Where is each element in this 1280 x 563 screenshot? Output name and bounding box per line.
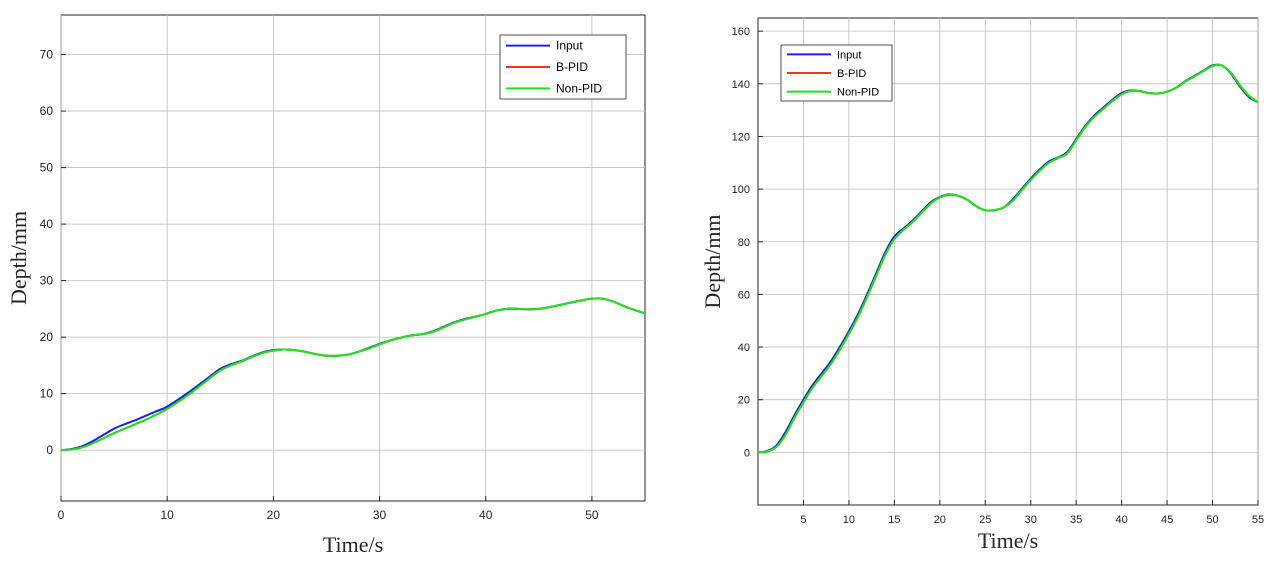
left-chart: 0 10 20 30 40 50 0 10 20 30 40 50 60 70 Time/s Depth/mm… bbox=[6, 14, 646, 557]
y-axis-title: Depth/mm bbox=[6, 211, 31, 305]
y-tick-label: 160 bbox=[732, 26, 750, 38]
legend-label: Non-PID bbox=[556, 81, 602, 95]
y-tick-label: 20 bbox=[738, 395, 750, 407]
x-tick-label: 55 bbox=[1252, 514, 1264, 526]
x-tick-label: 30 bbox=[373, 508, 387, 522]
y-tick-label: 100 bbox=[732, 184, 750, 196]
y-tick-label: 0 bbox=[744, 447, 750, 459]
y-axis-title: Depth/mm bbox=[700, 214, 725, 308]
x-tick-label: 20 bbox=[267, 508, 281, 522]
x-tick-label: 45 bbox=[1161, 514, 1173, 526]
x-tick-label: 10 bbox=[161, 508, 175, 522]
x-tick-label: 50 bbox=[1206, 514, 1218, 526]
y-tick-label: 60 bbox=[738, 289, 750, 301]
x-tick-label: 35 bbox=[1070, 514, 1082, 526]
y-tick-label: 30 bbox=[40, 274, 54, 288]
legend-label: Input bbox=[556, 39, 583, 53]
x-axis-title: Time/s bbox=[978, 528, 1038, 553]
x-tick-label: 50 bbox=[585, 508, 599, 522]
series-line-non-pid bbox=[758, 63, 1258, 454]
series-line-non-pid bbox=[61, 297, 645, 452]
y-tick-label: 20 bbox=[40, 330, 54, 344]
y-tick-label: 40 bbox=[40, 217, 54, 231]
y-tick-label: 40 bbox=[738, 342, 750, 354]
legend: Input B-PID Non-PID bbox=[780, 44, 893, 102]
x-tick-label: 5 bbox=[800, 514, 806, 526]
y-tick-label: 60 bbox=[40, 104, 54, 118]
series-group bbox=[61, 297, 645, 452]
x-tick-label: 25 bbox=[979, 514, 991, 526]
x-axis-title: Time/s bbox=[323, 532, 383, 557]
y-tick-label: 140 bbox=[732, 79, 750, 91]
y-tick-label: 120 bbox=[732, 131, 750, 143]
x-tick-label: 40 bbox=[1116, 514, 1128, 526]
right-chart: 5 10 15 20 25 30 35 40 45 50 55 0 20 40 60 80 100 120 140 1… bbox=[700, 17, 1264, 553]
y-tick-label: 10 bbox=[40, 387, 54, 401]
y-tick-label: 80 bbox=[738, 237, 750, 249]
legend-label: Non-PID bbox=[837, 87, 879, 99]
y-tick-label: 50 bbox=[40, 161, 54, 175]
x-tick-label: 10 bbox=[843, 514, 855, 526]
legend-label: B-PID bbox=[556, 60, 588, 74]
x-tick-label: 30 bbox=[1025, 514, 1037, 526]
legend-label: B-PID bbox=[837, 68, 866, 80]
y-tick-label: 70 bbox=[40, 48, 54, 62]
x-tick-label: 0 bbox=[58, 508, 65, 522]
x-tick-label: 20 bbox=[934, 514, 946, 526]
y-tick-label: 0 bbox=[46, 443, 53, 457]
x-tick-label: 40 bbox=[479, 508, 493, 522]
legend: Input B-PID Non-PID bbox=[499, 34, 627, 100]
x-tick-label: 15 bbox=[888, 514, 900, 526]
legend-label: Input bbox=[837, 49, 861, 61]
series-group bbox=[758, 63, 1258, 454]
